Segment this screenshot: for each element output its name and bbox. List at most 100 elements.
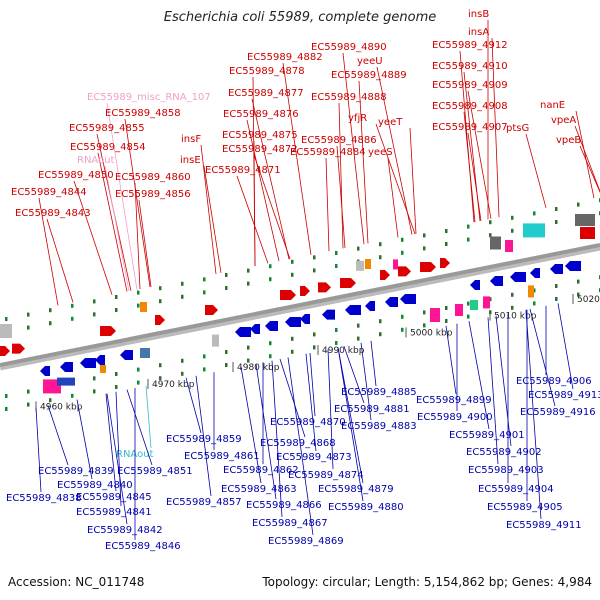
top-gene-label: insE <box>180 155 201 166</box>
feature-tick <box>511 292 514 297</box>
feature-tick <box>423 323 426 328</box>
top-leader-line <box>387 157 399 238</box>
scale-label: 4980 kbp <box>237 363 280 373</box>
feature-tick <box>137 303 140 308</box>
top-gene-label: EC55989_4908 <box>432 101 508 112</box>
feature-tick <box>137 380 140 385</box>
top-gene-label: insF <box>181 134 201 145</box>
reverse-gene-arrow <box>120 350 133 360</box>
top-leader-line <box>134 182 141 290</box>
feature-tick <box>489 297 492 302</box>
feature-box <box>505 240 513 252</box>
feature-tick <box>5 317 8 321</box>
feature-tick <box>313 255 316 260</box>
feature-tick <box>49 321 52 326</box>
top-gene-label: EC55989_4843 <box>15 208 91 219</box>
top-gene-label: EC55989_4878 <box>229 66 305 77</box>
bottom-leader-line <box>195 375 212 497</box>
feature-box <box>393 259 398 270</box>
feature-tick <box>269 341 272 346</box>
feature-tick <box>49 308 52 313</box>
top-leader-line <box>325 157 330 252</box>
top-gene-label: EC55989_4888 <box>311 92 387 103</box>
feature-box <box>470 300 478 310</box>
reverse-gene-arrow <box>322 309 335 320</box>
feature-tick <box>159 376 162 381</box>
feature-tick <box>467 301 470 306</box>
bottom-leader-line <box>529 308 556 407</box>
forward-gene-arrow <box>380 270 390 280</box>
feature-tick <box>467 224 470 229</box>
top-leader-line <box>342 52 365 245</box>
top-gene-label: EC55989_4889 <box>331 70 407 81</box>
bottom-gene-label: EC55989_4900 <box>417 412 493 423</box>
feature-tick <box>467 237 470 242</box>
bottom-gene-label: EC55989_4846 <box>105 541 181 552</box>
top-gene-label: nanE <box>540 100 565 111</box>
top-gene-label: insB <box>468 9 489 20</box>
forward-gene-arrow <box>398 266 411 277</box>
bottom-leader-line <box>337 347 364 484</box>
scale-label: 4970 kbp <box>152 380 195 390</box>
top-leader-line <box>282 62 312 255</box>
bottom-leader-line <box>495 315 512 447</box>
top-leader-line <box>463 111 476 223</box>
bottom-gene-label: EC55989_4845 <box>76 492 152 503</box>
top-leader-line <box>251 98 290 260</box>
bottom-gene-label: EC55989_4842 <box>87 525 163 536</box>
bottom-leader-line <box>271 360 283 518</box>
feature-box <box>523 223 545 238</box>
bottom-gene-label: EC55989_4840 <box>57 480 133 491</box>
feature-tick <box>181 294 184 299</box>
top-gene-label: EC55989_4882 <box>247 52 323 63</box>
bottom-leader-line <box>445 325 457 395</box>
bottom-gene-label: EC55989_4868 <box>260 438 336 449</box>
forward-gene-arrow <box>440 258 450 268</box>
feature-tick <box>357 246 360 251</box>
bottom-gene-label: EC55989_4870 <box>270 417 346 428</box>
bottom-gene-label: EC55989_4863 <box>221 484 297 495</box>
feature-tick <box>137 290 140 295</box>
feature-tick <box>203 290 206 295</box>
feature-box <box>57 377 75 386</box>
feature-box <box>490 236 501 250</box>
top-gene-label: vpeA <box>551 115 576 126</box>
top-gene-label: EC55989_4890 <box>311 42 387 53</box>
top-leader-line <box>106 102 138 290</box>
top-leader-line <box>253 154 291 260</box>
feature-tick <box>445 242 448 246</box>
scale-label: 5000 kbp <box>410 328 453 338</box>
feature-tick <box>159 363 162 368</box>
forward-gene-arrow <box>340 278 356 288</box>
feature-tick <box>93 376 96 381</box>
top-gene-label: EC55989_4877 <box>228 88 304 99</box>
reverse-gene-arrow <box>565 261 581 271</box>
bottom-gene-label: EC55989_4867 <box>252 518 328 529</box>
feature-tick <box>181 358 184 363</box>
bottom-leader-line <box>327 349 334 470</box>
top-leader-line <box>104 165 130 292</box>
bottom-leader-line <box>468 321 490 430</box>
bottom-gene-label: EC55989_4901 <box>449 430 525 441</box>
bottom-gene-label: EC55989_4906 <box>516 376 592 387</box>
top-gene-label: yfjR <box>348 113 367 124</box>
top-gene-label: ptsG <box>506 123 529 134</box>
top-leader-line <box>338 102 344 249</box>
feature-tick <box>71 393 74 398</box>
feature-tick <box>335 328 338 332</box>
reverse-gene-arrow <box>40 366 50 376</box>
top-gene-label: EC55989_4850 <box>38 170 114 181</box>
top-gene-label: EC55989_4860 <box>115 172 191 183</box>
feature-tick <box>5 394 8 398</box>
feature-box <box>140 302 147 312</box>
top-gene-label: EC55989_4871 <box>205 165 281 176</box>
bottom-gene-label: EC55989_4885 <box>341 387 417 398</box>
feature-tick <box>467 314 470 319</box>
reverse-gene-arrow <box>510 272 526 282</box>
bottom-gene-label: EC55989_4857 <box>166 497 242 508</box>
top-gene-label: EC55989_4844 <box>11 187 87 198</box>
feature-tick <box>533 301 536 306</box>
bottom-gene-label: EC55989_4899 <box>416 395 492 406</box>
top-gene-label: vpeB <box>556 135 581 146</box>
bottom-leader-line <box>255 363 277 500</box>
